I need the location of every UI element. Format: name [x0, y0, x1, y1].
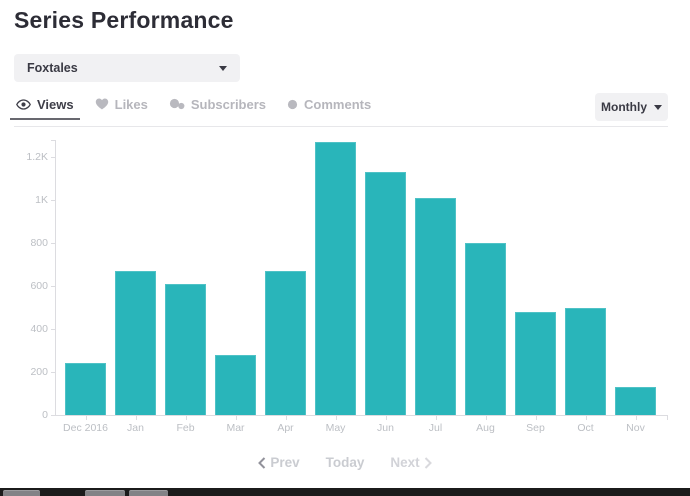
x-axis-label: Feb — [176, 422, 195, 434]
interval-select[interactable]: Monthly — [595, 93, 668, 121]
tab-views[interactable]: Views — [10, 96, 80, 120]
tab-likes[interactable]: Likes — [89, 96, 154, 120]
tab-label: Likes — [114, 96, 148, 112]
x-tick — [235, 416, 237, 420]
x-axis-label: Dec 2016 — [63, 422, 108, 434]
taskbar-edge — [0, 488, 690, 496]
x-axis-label: Sep — [526, 422, 545, 434]
x-axis-label: May — [325, 422, 346, 434]
x-axis-label: Aug — [476, 422, 495, 434]
x-tick — [635, 416, 637, 420]
series-select[interactable]: Foxtales — [14, 54, 240, 82]
x-axis-label: Mar — [226, 422, 245, 434]
bar[interactable] — [65, 363, 106, 415]
tabs-divider — [14, 126, 668, 127]
bar[interactable] — [515, 311, 556, 415]
y-axis-label: 200 — [30, 366, 48, 378]
caret-down-icon — [654, 104, 662, 110]
x-axis-label: Oct — [577, 422, 594, 434]
x-axis-label: Jun — [377, 422, 394, 434]
chart-pagination: Prev Today Next — [0, 455, 690, 470]
bar[interactable] — [315, 141, 356, 415]
bar[interactable] — [365, 172, 406, 415]
next-label: Next — [390, 455, 420, 470]
caret-down-icon — [219, 65, 227, 71]
y-tick — [51, 329, 56, 330]
x-axis-label: Apr — [277, 422, 294, 434]
heart-icon — [95, 98, 109, 110]
x-tick — [85, 416, 87, 420]
bar[interactable] — [215, 354, 256, 415]
x-tick — [535, 416, 537, 420]
bar[interactable] — [615, 387, 656, 415]
y-tick — [51, 200, 56, 201]
taskbar-button[interactable] — [129, 490, 168, 496]
y-tick — [51, 157, 56, 158]
x-tick — [385, 416, 387, 420]
bar[interactable] — [415, 197, 456, 415]
x-tick — [135, 416, 137, 420]
y-tick — [51, 243, 56, 244]
y-axis-label: 400 — [30, 323, 48, 335]
y-tick — [51, 286, 56, 287]
bar[interactable] — [465, 243, 506, 415]
bar[interactable] — [265, 270, 306, 415]
x-tick — [435, 416, 437, 420]
x-axis-label: Jul — [428, 422, 443, 434]
y-tick — [51, 415, 56, 416]
y-axis-label: 1K — [35, 194, 48, 206]
eye-icon — [16, 98, 31, 110]
y-axis-label: 0 — [42, 409, 48, 421]
next-button[interactable]: Next — [390, 455, 432, 470]
prev-button[interactable]: Prev — [258, 455, 300, 470]
x-axis-end-tick — [667, 416, 668, 420]
taskbar-button[interactable] — [85, 490, 125, 496]
tab-label: Views — [37, 96, 74, 112]
x-axis-label: Jan — [127, 422, 144, 434]
chat-bubbles-icon — [169, 98, 185, 110]
taskbar-button[interactable] — [3, 490, 40, 496]
today-label: Today — [325, 455, 365, 470]
chevron-left-icon — [258, 456, 266, 469]
chevron-right-icon — [424, 456, 432, 469]
page-title: Series Performance — [14, 7, 234, 33]
x-tick — [485, 416, 487, 420]
bar[interactable] — [165, 283, 206, 415]
x-tick — [335, 416, 337, 420]
x-tick — [285, 416, 287, 420]
y-tick — [51, 372, 56, 373]
y-axis-label: 800 — [30, 237, 48, 249]
x-tick — [185, 416, 187, 420]
series-select-value: Foxtales — [27, 61, 78, 75]
tab-label: Comments — [304, 96, 372, 112]
bar[interactable] — [115, 270, 156, 415]
today-button[interactable]: Today — [326, 455, 365, 470]
interval-select-value: Monthly — [601, 100, 647, 114]
x-axis-label: Nov — [626, 422, 645, 434]
y-axis-label: 1.2K — [26, 151, 48, 163]
x-tick — [585, 416, 587, 420]
tab-label: Subscribers — [190, 96, 267, 112]
plot-area: 0 200 400 600 800 1K 1.2K Dec 2016 Jan Feb Mar Apr M… — [26, 140, 668, 434]
speech-bubble-icon — [287, 99, 298, 110]
y-axis-cap — [51, 140, 56, 141]
tab-comments[interactable]: Comments — [281, 96, 377, 120]
metric-tabs: Views Likes Subscribers Comments — [10, 96, 386, 120]
y-axis-label: 600 — [30, 280, 48, 292]
bar[interactable] — [565, 307, 606, 415]
prev-label: Prev — [270, 455, 300, 470]
tab-subscribers[interactable]: Subscribers — [163, 96, 272, 120]
